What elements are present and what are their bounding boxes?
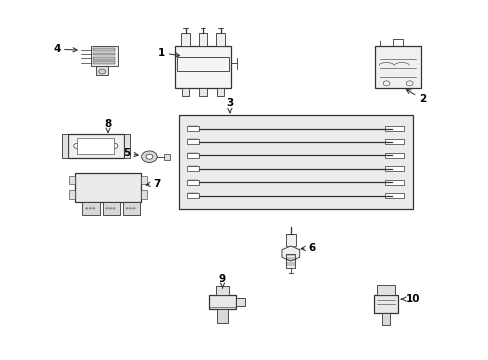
Circle shape — [105, 207, 108, 210]
Bar — [93, 57, 115, 60]
Bar — [376, 285, 394, 295]
Bar — [385, 193, 403, 198]
Bar — [373, 295, 397, 313]
Bar — [69, 190, 75, 199]
Circle shape — [125, 207, 128, 210]
Bar — [385, 139, 403, 144]
Text: 8: 8 — [104, 120, 111, 132]
Bar — [374, 46, 420, 87]
Circle shape — [146, 154, 153, 159]
Circle shape — [85, 207, 88, 210]
Text: 2: 2 — [406, 90, 425, 104]
Bar — [181, 33, 189, 46]
Circle shape — [109, 207, 112, 210]
Bar — [75, 173, 141, 202]
Bar — [175, 46, 231, 87]
Bar — [123, 134, 129, 158]
Bar — [216, 286, 228, 295]
Bar — [381, 313, 389, 325]
Text: 9: 9 — [219, 274, 225, 288]
Bar — [93, 48, 115, 51]
Circle shape — [142, 151, 157, 162]
Bar — [178, 116, 412, 209]
Bar — [163, 154, 169, 159]
Bar — [68, 134, 123, 158]
Bar — [82, 202, 100, 215]
Bar — [77, 138, 114, 154]
Bar — [385, 166, 403, 171]
Bar — [187, 126, 199, 131]
Circle shape — [92, 207, 95, 210]
Bar — [187, 153, 199, 158]
Text: 10: 10 — [401, 294, 419, 304]
Circle shape — [99, 69, 105, 74]
Bar — [96, 66, 108, 75]
Bar — [141, 176, 146, 184]
Bar — [177, 57, 228, 71]
Circle shape — [74, 143, 81, 148]
Bar — [217, 309, 227, 323]
Bar — [62, 134, 68, 158]
Text: 4: 4 — [53, 44, 77, 54]
Bar — [216, 33, 224, 46]
Bar — [141, 190, 146, 199]
Text: 7: 7 — [146, 179, 160, 189]
Bar — [285, 234, 295, 246]
Bar — [102, 202, 120, 215]
Bar — [182, 87, 189, 95]
Text: 5: 5 — [122, 148, 138, 158]
Bar — [187, 193, 199, 198]
Bar — [91, 46, 118, 66]
Circle shape — [88, 207, 91, 210]
Bar — [217, 87, 224, 95]
Bar — [187, 139, 199, 144]
Text: 3: 3 — [226, 98, 233, 113]
Bar — [122, 202, 140, 215]
Bar — [385, 126, 403, 131]
Bar — [93, 53, 115, 55]
Bar — [69, 176, 75, 184]
Circle shape — [112, 207, 115, 210]
Bar — [385, 153, 403, 158]
Polygon shape — [282, 246, 299, 261]
Text: 6: 6 — [301, 243, 315, 253]
Bar — [198, 33, 207, 46]
Text: 1: 1 — [158, 48, 179, 58]
Bar — [236, 298, 244, 306]
Bar — [187, 166, 199, 171]
Bar — [93, 61, 115, 64]
Bar — [209, 295, 236, 309]
Bar — [385, 180, 403, 185]
Circle shape — [111, 143, 118, 148]
Circle shape — [132, 207, 135, 210]
Bar — [286, 253, 295, 268]
Circle shape — [129, 207, 132, 210]
Bar — [199, 87, 206, 95]
Bar — [187, 180, 199, 185]
